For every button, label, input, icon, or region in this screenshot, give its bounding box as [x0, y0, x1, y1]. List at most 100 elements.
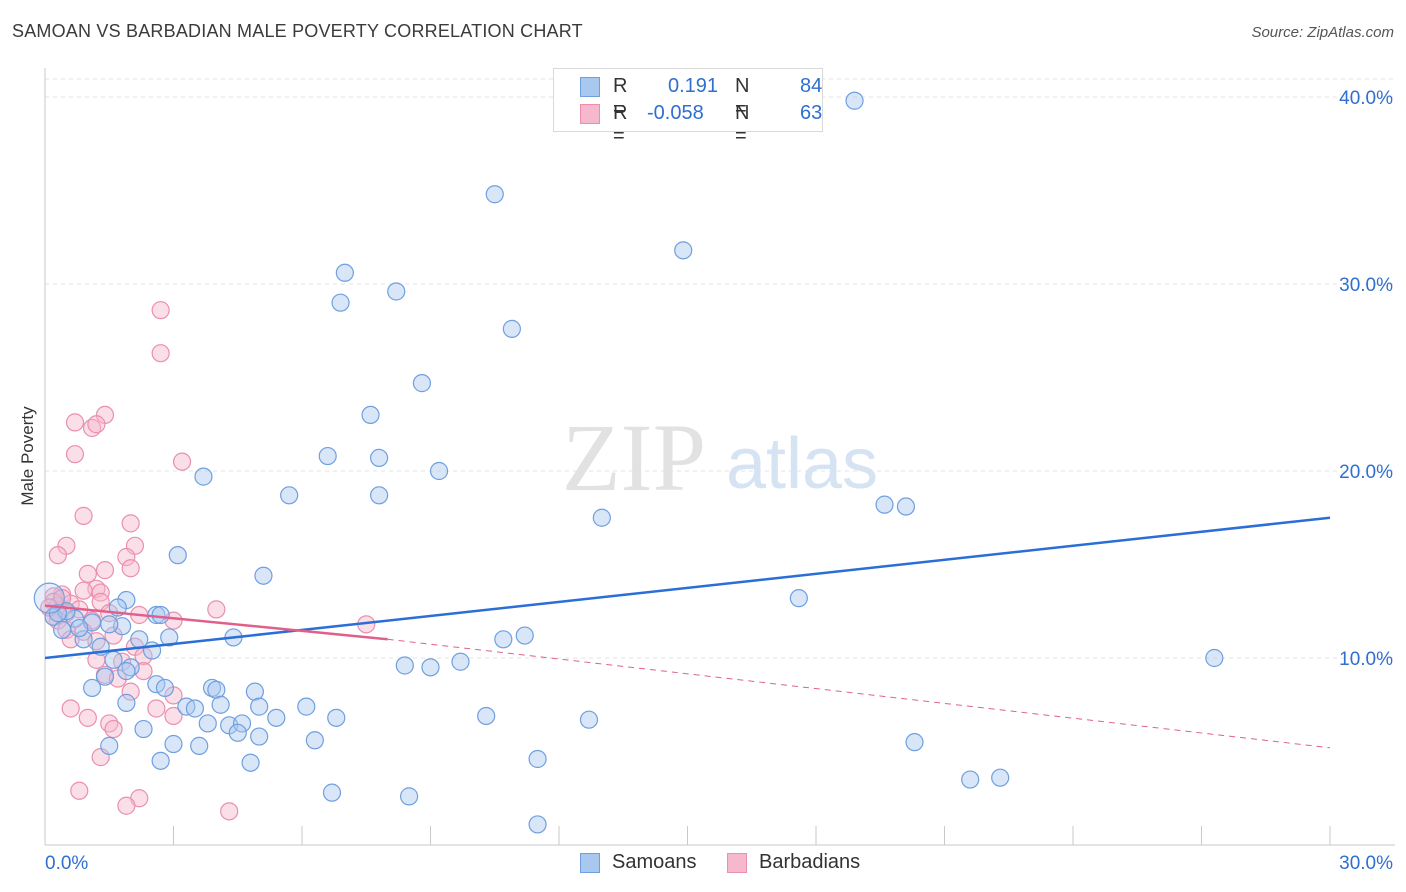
samoans-swatch — [580, 77, 600, 97]
samoans-point — [280, 486, 299, 505]
samoans-point — [395, 656, 414, 675]
barbadians-point — [95, 561, 115, 580]
samoans-point — [155, 678, 175, 698]
barbadians-point — [151, 344, 170, 363]
barbadians-point — [172, 452, 192, 471]
samoans-point — [789, 589, 808, 608]
watermark-atlas: atlas — [726, 424, 878, 504]
samoans-points — [33, 91, 1224, 834]
samoans-point — [370, 448, 389, 468]
samoans-point — [245, 682, 264, 701]
barbadians-point — [151, 301, 170, 320]
barbadians-trend-line — [44, 604, 388, 641]
stats-legend: R = 0.191 N = 84 R = -0.058 N = 63 — [553, 68, 823, 147]
samoans-point — [194, 467, 213, 486]
samoans-point — [70, 618, 89, 638]
samoans-point — [361, 405, 380, 424]
samoans-point — [168, 546, 187, 565]
y-tick-label: 30.0% — [1339, 275, 1393, 296]
samoans-point — [228, 723, 247, 742]
samoans-point — [905, 733, 924, 752]
samoans-point — [100, 736, 119, 755]
samoans-point — [1205, 648, 1224, 668]
y-axis-title: Male Poverty — [18, 406, 37, 506]
samoans-point — [74, 630, 93, 649]
source-label: Source: ZipAtlas.com — [1251, 24, 1394, 41]
samoans-point — [327, 708, 346, 727]
barbadians-point — [117, 547, 136, 567]
barbadians-trend-extension — [387, 638, 1331, 749]
barbadians-legend-label: Barbadians — [759, 851, 861, 873]
samoans-point — [83, 678, 102, 698]
samoans-point — [896, 497, 916, 516]
samoans-point — [845, 91, 864, 110]
barbadians-point — [61, 699, 80, 718]
barbadians-point — [74, 581, 93, 600]
barbadians-legend-swatch — [727, 853, 747, 873]
barbadians-point — [48, 546, 67, 565]
samoans-point — [164, 734, 183, 754]
barbadians-swatch — [580, 104, 600, 124]
x-tick-label: 0.0% — [45, 853, 88, 874]
samoans-point — [412, 374, 432, 393]
samoans-point — [528, 815, 547, 834]
y-tick-label: 10.0% — [1339, 649, 1393, 670]
barbadians-point — [65, 413, 85, 432]
samoans-point — [117, 661, 136, 681]
samoans-point — [297, 697, 316, 716]
n-label: N = — [735, 102, 750, 147]
y-tick-label: 40.0% — [1339, 88, 1393, 109]
samoans-point — [117, 693, 136, 712]
samoans-point — [190, 736, 209, 755]
samoans-point — [502, 319, 521, 338]
samoans-point — [198, 714, 217, 733]
samoans-point — [207, 680, 226, 699]
samoans-point — [254, 566, 273, 585]
barbadians-points — [40, 301, 376, 821]
samoans-point — [494, 630, 513, 649]
samoans-point — [95, 667, 115, 686]
samoans-point — [370, 486, 389, 505]
samoans-point — [991, 768, 1010, 787]
samoans-point — [151, 751, 170, 770]
barbadians-point — [70, 781, 89, 800]
barbadians-point — [87, 415, 106, 434]
samoans-point — [232, 714, 252, 733]
barbadians-point — [104, 719, 123, 739]
gridlines — [45, 78, 1395, 659]
samoans-point — [429, 461, 449, 481]
samoans-legend-label: Samoans — [612, 851, 697, 873]
samoans-point — [134, 719, 153, 739]
samoans-point — [241, 753, 260, 772]
samoans-point — [267, 708, 286, 727]
samoans-n-value: 84 — [800, 75, 823, 97]
watermark-zip: ZIP — [562, 404, 706, 511]
axes — [44, 68, 1395, 846]
chart-title: SAMOAN VS BARBADIAN MALE POVERTY CORRELA… — [12, 21, 583, 41]
trend-lines — [44, 516, 1331, 749]
samoans-point — [305, 731, 324, 750]
watermark: ZIP atlas — [562, 404, 878, 511]
samoans-r-value: 0.191 — [668, 75, 719, 97]
samoans-point — [399, 787, 419, 806]
barbadians-point — [74, 506, 93, 525]
samoans-trend-line — [44, 516, 1331, 660]
tick-labels: 10.0% 20.0% 30.0% 40.0% 0.0% 30.0% — [45, 88, 1393, 874]
samoans-point — [53, 620, 72, 640]
barbadians-n-value: 63 — [800, 102, 823, 124]
samoans-point — [250, 727, 269, 746]
samoans-point — [100, 615, 119, 634]
samoans-point — [335, 263, 354, 282]
barbadians-point — [220, 802, 239, 821]
samoans-point — [961, 770, 980, 789]
barbadians-r-value: -0.058 — [647, 102, 704, 124]
barbadians-point — [65, 445, 85, 464]
samoans-point — [875, 495, 894, 514]
samoans-point — [185, 699, 205, 718]
samoans-point — [322, 783, 342, 802]
barbadians-point — [78, 708, 97, 727]
barbadians-point — [78, 564, 97, 583]
samoans-point — [387, 282, 406, 301]
barbadians-point — [121, 514, 140, 533]
